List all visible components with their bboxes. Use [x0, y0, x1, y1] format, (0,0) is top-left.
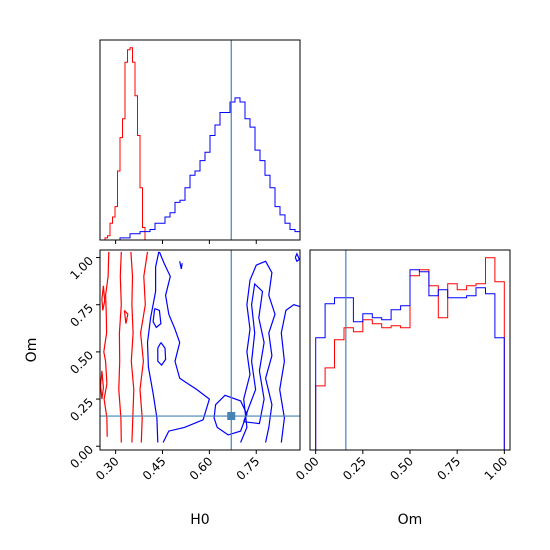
om-hist-xtick-label: 1.00 — [482, 454, 511, 483]
contour-10 — [157, 342, 167, 367]
contour-1 — [103, 251, 110, 437]
x-axis-label-om: Om — [398, 512, 423, 528]
y-axis-label-om: Om — [24, 338, 40, 363]
contour-xtick-label: 0.30 — [93, 454, 122, 483]
contour-ytick-label: 0.50 — [67, 348, 96, 377]
contour-8 — [146, 251, 160, 443]
contour-16 — [294, 252, 300, 263]
contour-5 — [101, 285, 106, 311]
om-hist-xtick-label: 0.75 — [435, 454, 464, 483]
contour-6 — [100, 370, 105, 400]
contour-13 — [240, 260, 276, 443]
contour-frame — [99, 249, 301, 451]
contour-xtick-label: 0.45 — [140, 454, 169, 483]
contour-12 — [213, 394, 248, 436]
contour-xtick-label: 0.75 — [234, 454, 263, 483]
h0-hist-series-1 — [100, 47, 146, 241]
x-axis-label-h0: H0 — [190, 512, 209, 528]
contour-15 — [279, 304, 300, 443]
contour-lines — [100, 251, 300, 443]
om-hist-xtick-label: 0.25 — [340, 454, 369, 483]
contour-3 — [130, 251, 135, 443]
contour-7 — [123, 309, 129, 324]
contour-2 — [118, 251, 122, 443]
h0-om-contour-panel: 0.30 0.45 0.60 0.75 0.00 0.25 0.50 0.75 1.00 — [67, 249, 301, 483]
om-histogram-panel: 0.00 0.25 0.50 0.75 1.00 — [293, 249, 511, 483]
contour-17 — [179, 261, 183, 270]
om-hist-xtick-label: 0.50 — [387, 454, 416, 483]
contour-ytick-label: 0.75 — [67, 301, 96, 330]
h0-hist-series-2 — [100, 97, 301, 241]
contour-ytick-label: 1.00 — [67, 254, 96, 283]
h0-histogram-panel — [99, 39, 301, 244]
contour-4 — [139, 251, 149, 443]
om-hist-xtick-label: 0.00 — [293, 454, 322, 483]
contour-11 — [152, 307, 162, 329]
contour-xtick-label: 0.60 — [187, 454, 216, 483]
contour-14 — [243, 282, 265, 425]
truth-marker — [227, 412, 236, 421]
om-hist-series-2 — [315, 269, 505, 450]
contour-ytick-label: 0.00 — [67, 442, 96, 471]
contour-ytick-label: 0.25 — [67, 395, 96, 424]
h0-hist-frame — [99, 39, 301, 241]
contour-9 — [158, 251, 211, 443]
